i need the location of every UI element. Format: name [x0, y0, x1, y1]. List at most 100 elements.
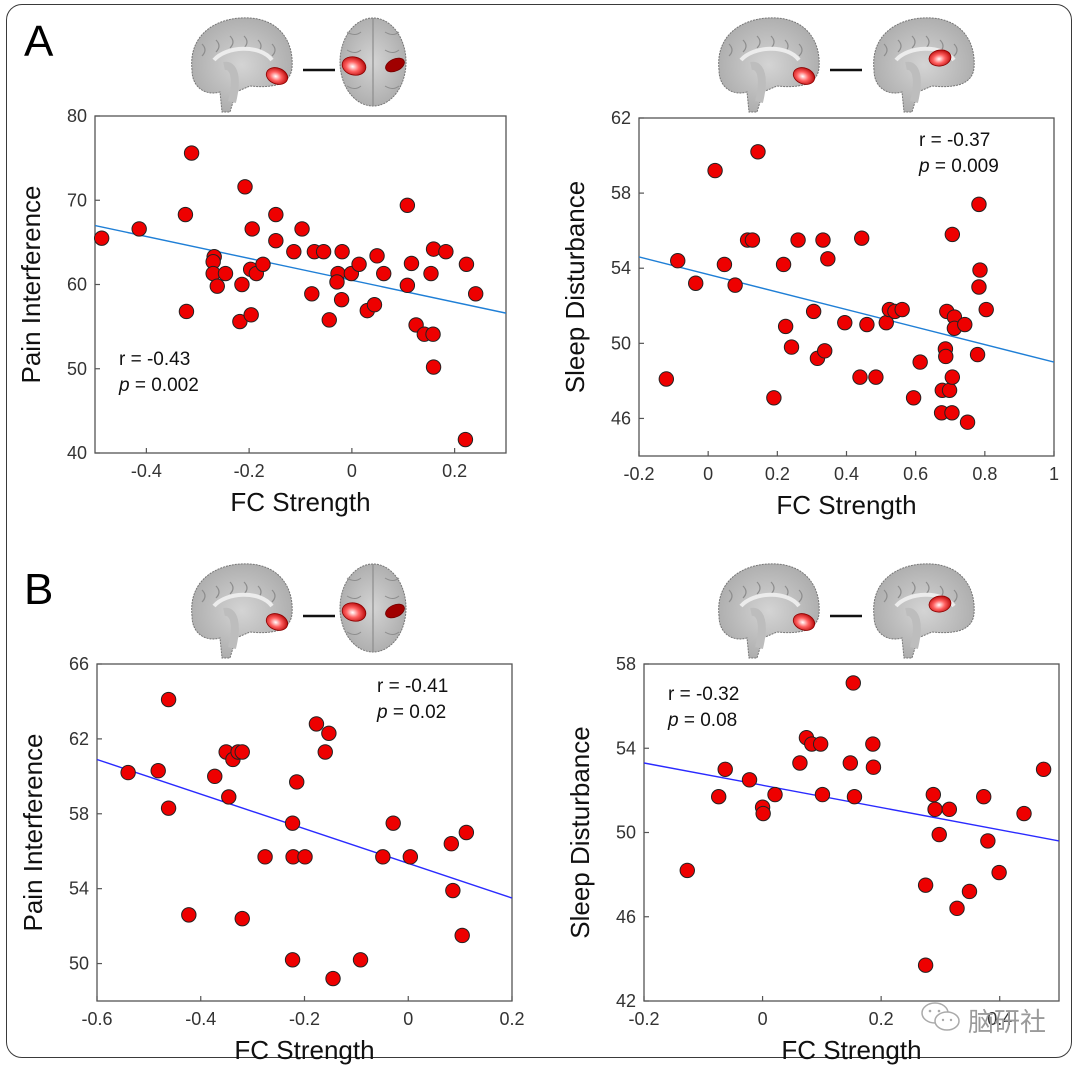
panel-label-a: A	[24, 17, 54, 66]
data-point	[812, 736, 829, 752]
y-tick-label: 42	[616, 991, 636, 1011]
data-point	[817, 343, 833, 359]
data-point	[244, 221, 260, 237]
y-tick-label: 46	[616, 907, 636, 927]
y-tick-label: 62	[69, 729, 89, 749]
data-point	[297, 849, 313, 865]
data-point	[160, 800, 177, 816]
roi-highlight	[265, 67, 289, 85]
data-point	[425, 326, 441, 342]
brain-gyrus	[897, 585, 902, 599]
data-point	[846, 788, 863, 805]
data-point	[257, 849, 273, 865]
data-point	[325, 970, 341, 987]
p-symbol: p	[376, 702, 388, 723]
p-value: p = 0.009	[918, 156, 999, 177]
data-point	[399, 197, 416, 214]
brain-callosum	[739, 46, 801, 62]
brain-gyrus	[346, 577, 362, 581]
data-point	[766, 390, 782, 406]
data-point	[941, 382, 958, 398]
brain-sagittal	[718, 17, 820, 113]
brain-gyrus	[742, 39, 747, 53]
data-point	[423, 265, 439, 282]
brain-gyrus	[384, 49, 400, 53]
x-tick-label: 0.2	[869, 1009, 894, 1029]
brain-gyrus	[798, 43, 803, 57]
data-point	[376, 265, 392, 282]
data-point	[941, 801, 958, 818]
correlation-r: r = -0.37	[919, 130, 990, 151]
brain-gyrus	[883, 43, 888, 57]
brain-gyrus	[728, 43, 733, 57]
data-point	[284, 952, 301, 968]
y-tick-label: 50	[69, 954, 89, 974]
data-point	[352, 952, 369, 968]
x-axis-label: FC Strength	[234, 1035, 374, 1065]
data-point	[454, 927, 470, 944]
data-point	[868, 369, 884, 385]
data-point	[755, 805, 771, 822]
scatter-plot-A-left: -0.4 -0.2 0 0.2 40 50 60 70 80 FC Strength Pain In…	[16, 17, 507, 517]
scatter-plot-A-right: -0.2 0 0.2 0.4 0.6 0.8 1 46 50 54 58 62 FC Strength S…	[560, 17, 1059, 520]
data-point	[329, 274, 345, 290]
p-symbol: p	[918, 156, 930, 177]
data-point	[971, 279, 987, 295]
data-point	[938, 348, 954, 365]
y-tick-label: 62	[611, 108, 631, 128]
y-tick-label: 58	[69, 804, 89, 824]
data-point	[150, 763, 166, 779]
data-point	[375, 849, 391, 865]
figure-frame	[6, 4, 1072, 1058]
data-point	[852, 369, 868, 385]
x-tick-label: 0.2	[442, 461, 467, 481]
y-tick-label: 58	[611, 183, 631, 203]
roi-highlight-right	[385, 57, 405, 73]
data-point	[927, 801, 943, 818]
data-point	[321, 312, 337, 328]
data-point	[403, 255, 420, 272]
brain-stem	[905, 607, 921, 649]
x-tick-label: -0.2	[623, 464, 654, 484]
data-point	[805, 303, 822, 320]
data-point	[438, 243, 454, 260]
brain-gyrus	[953, 43, 958, 57]
plot-axes-box	[96, 663, 513, 1002]
data-point	[688, 275, 704, 291]
x-tick-label: 0.8	[972, 464, 997, 484]
x-axis-label: FC Strength	[781, 1035, 921, 1065]
data-point	[315, 243, 332, 260]
brain-gyrus	[756, 35, 761, 49]
brain-gyrus	[346, 595, 362, 599]
scatter-plot-B-left: -0.6 -0.4 -0.2 0 0.2 50 54 58 62 66 FC Strength Pai…	[18, 563, 525, 1065]
x-tick-label: -0.2	[234, 461, 265, 481]
y-tick-label: 50	[616, 823, 636, 843]
data-point	[234, 744, 250, 760]
data-point	[961, 883, 978, 900]
data-point	[750, 144, 766, 160]
data-point	[467, 286, 484, 302]
brain-connectivity-illustration	[718, 17, 975, 113]
data-point	[894, 301, 910, 318]
brain-callosum	[739, 592, 801, 608]
data-point	[959, 414, 976, 430]
data-point	[845, 675, 861, 691]
data-point	[443, 836, 460, 852]
brain-callosum	[212, 592, 274, 608]
p-value-number: = 0.002	[130, 375, 199, 396]
data-point	[790, 232, 806, 248]
data-point	[255, 256, 271, 272]
watermark-text: 脑研社	[968, 1008, 1047, 1038]
x-tick-label: 0	[758, 1009, 768, 1029]
data-point	[991, 864, 1007, 881]
wechat-icon	[920, 1000, 962, 1041]
data-point	[820, 251, 836, 267]
data-point	[181, 907, 197, 923]
data-point	[402, 849, 419, 865]
data-point	[1035, 761, 1052, 778]
regression-line	[95, 224, 506, 314]
p-value-number: = 0.02	[388, 702, 447, 723]
data-point	[792, 755, 808, 771]
data-point	[716, 256, 733, 273]
x-tick-label: 0.6	[903, 464, 928, 484]
